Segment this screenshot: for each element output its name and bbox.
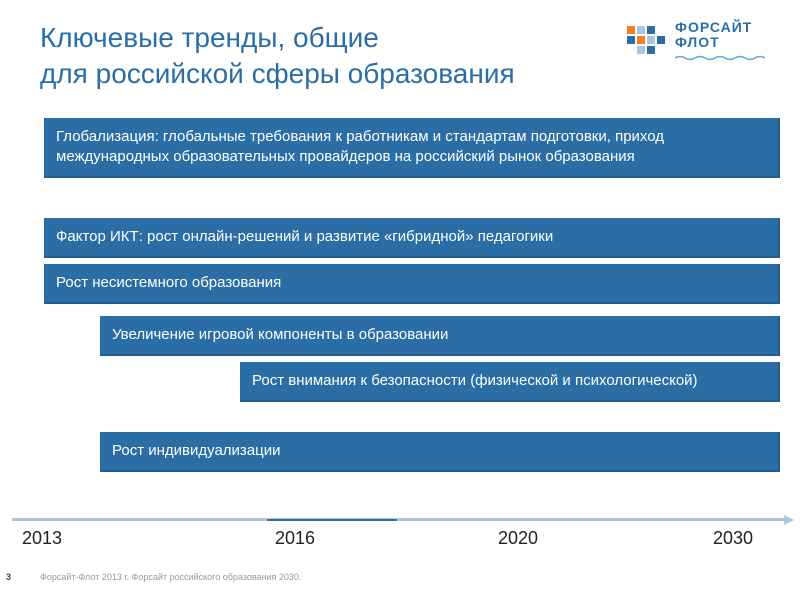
timeline-segment (267, 519, 397, 521)
page-number: 3 (6, 572, 11, 582)
trend-bar: Увеличение игровой компоненты в образова… (100, 316, 780, 356)
brand-logo: ФОРСАЙТ ФЛОТ (627, 20, 765, 64)
footer-citation: Форсайт-Флот 2013 г. Форсайт российского… (40, 572, 301, 582)
trend-bar: Рост индивидуализации (100, 432, 780, 472)
logo-text: ФОРСАЙТ ФЛОТ (675, 20, 765, 64)
trend-bar: Фактор ИКТ: рост онлайн-решений и развит… (44, 218, 780, 258)
logo-icon (627, 26, 667, 59)
timeline-segment (397, 519, 788, 521)
trend-bar: Глобализация: глобальные требования к ра… (44, 118, 780, 179)
timeline: 2013201620202030 (12, 518, 788, 528)
timeline-tick-label: 2016 (275, 528, 315, 549)
timeline-tick-label: 2013 (22, 528, 62, 549)
timeline-tick-label: 2020 (498, 528, 538, 549)
trend-bars: Глобализация: глобальные требования к ра… (0, 118, 800, 488)
timeline-tick-label: 2030 (713, 528, 753, 549)
timeline-axis (12, 518, 788, 520)
trend-bar: Рост внимания к безопасности (физической… (240, 362, 780, 402)
logo-text-line2: ФЛОТ (675, 35, 765, 50)
timeline-segment (12, 519, 267, 521)
logo-wave-icon (675, 55, 765, 61)
trend-bar: Рост несистемного образования (44, 264, 780, 304)
logo-text-line1: ФОРСАЙТ (675, 20, 765, 35)
